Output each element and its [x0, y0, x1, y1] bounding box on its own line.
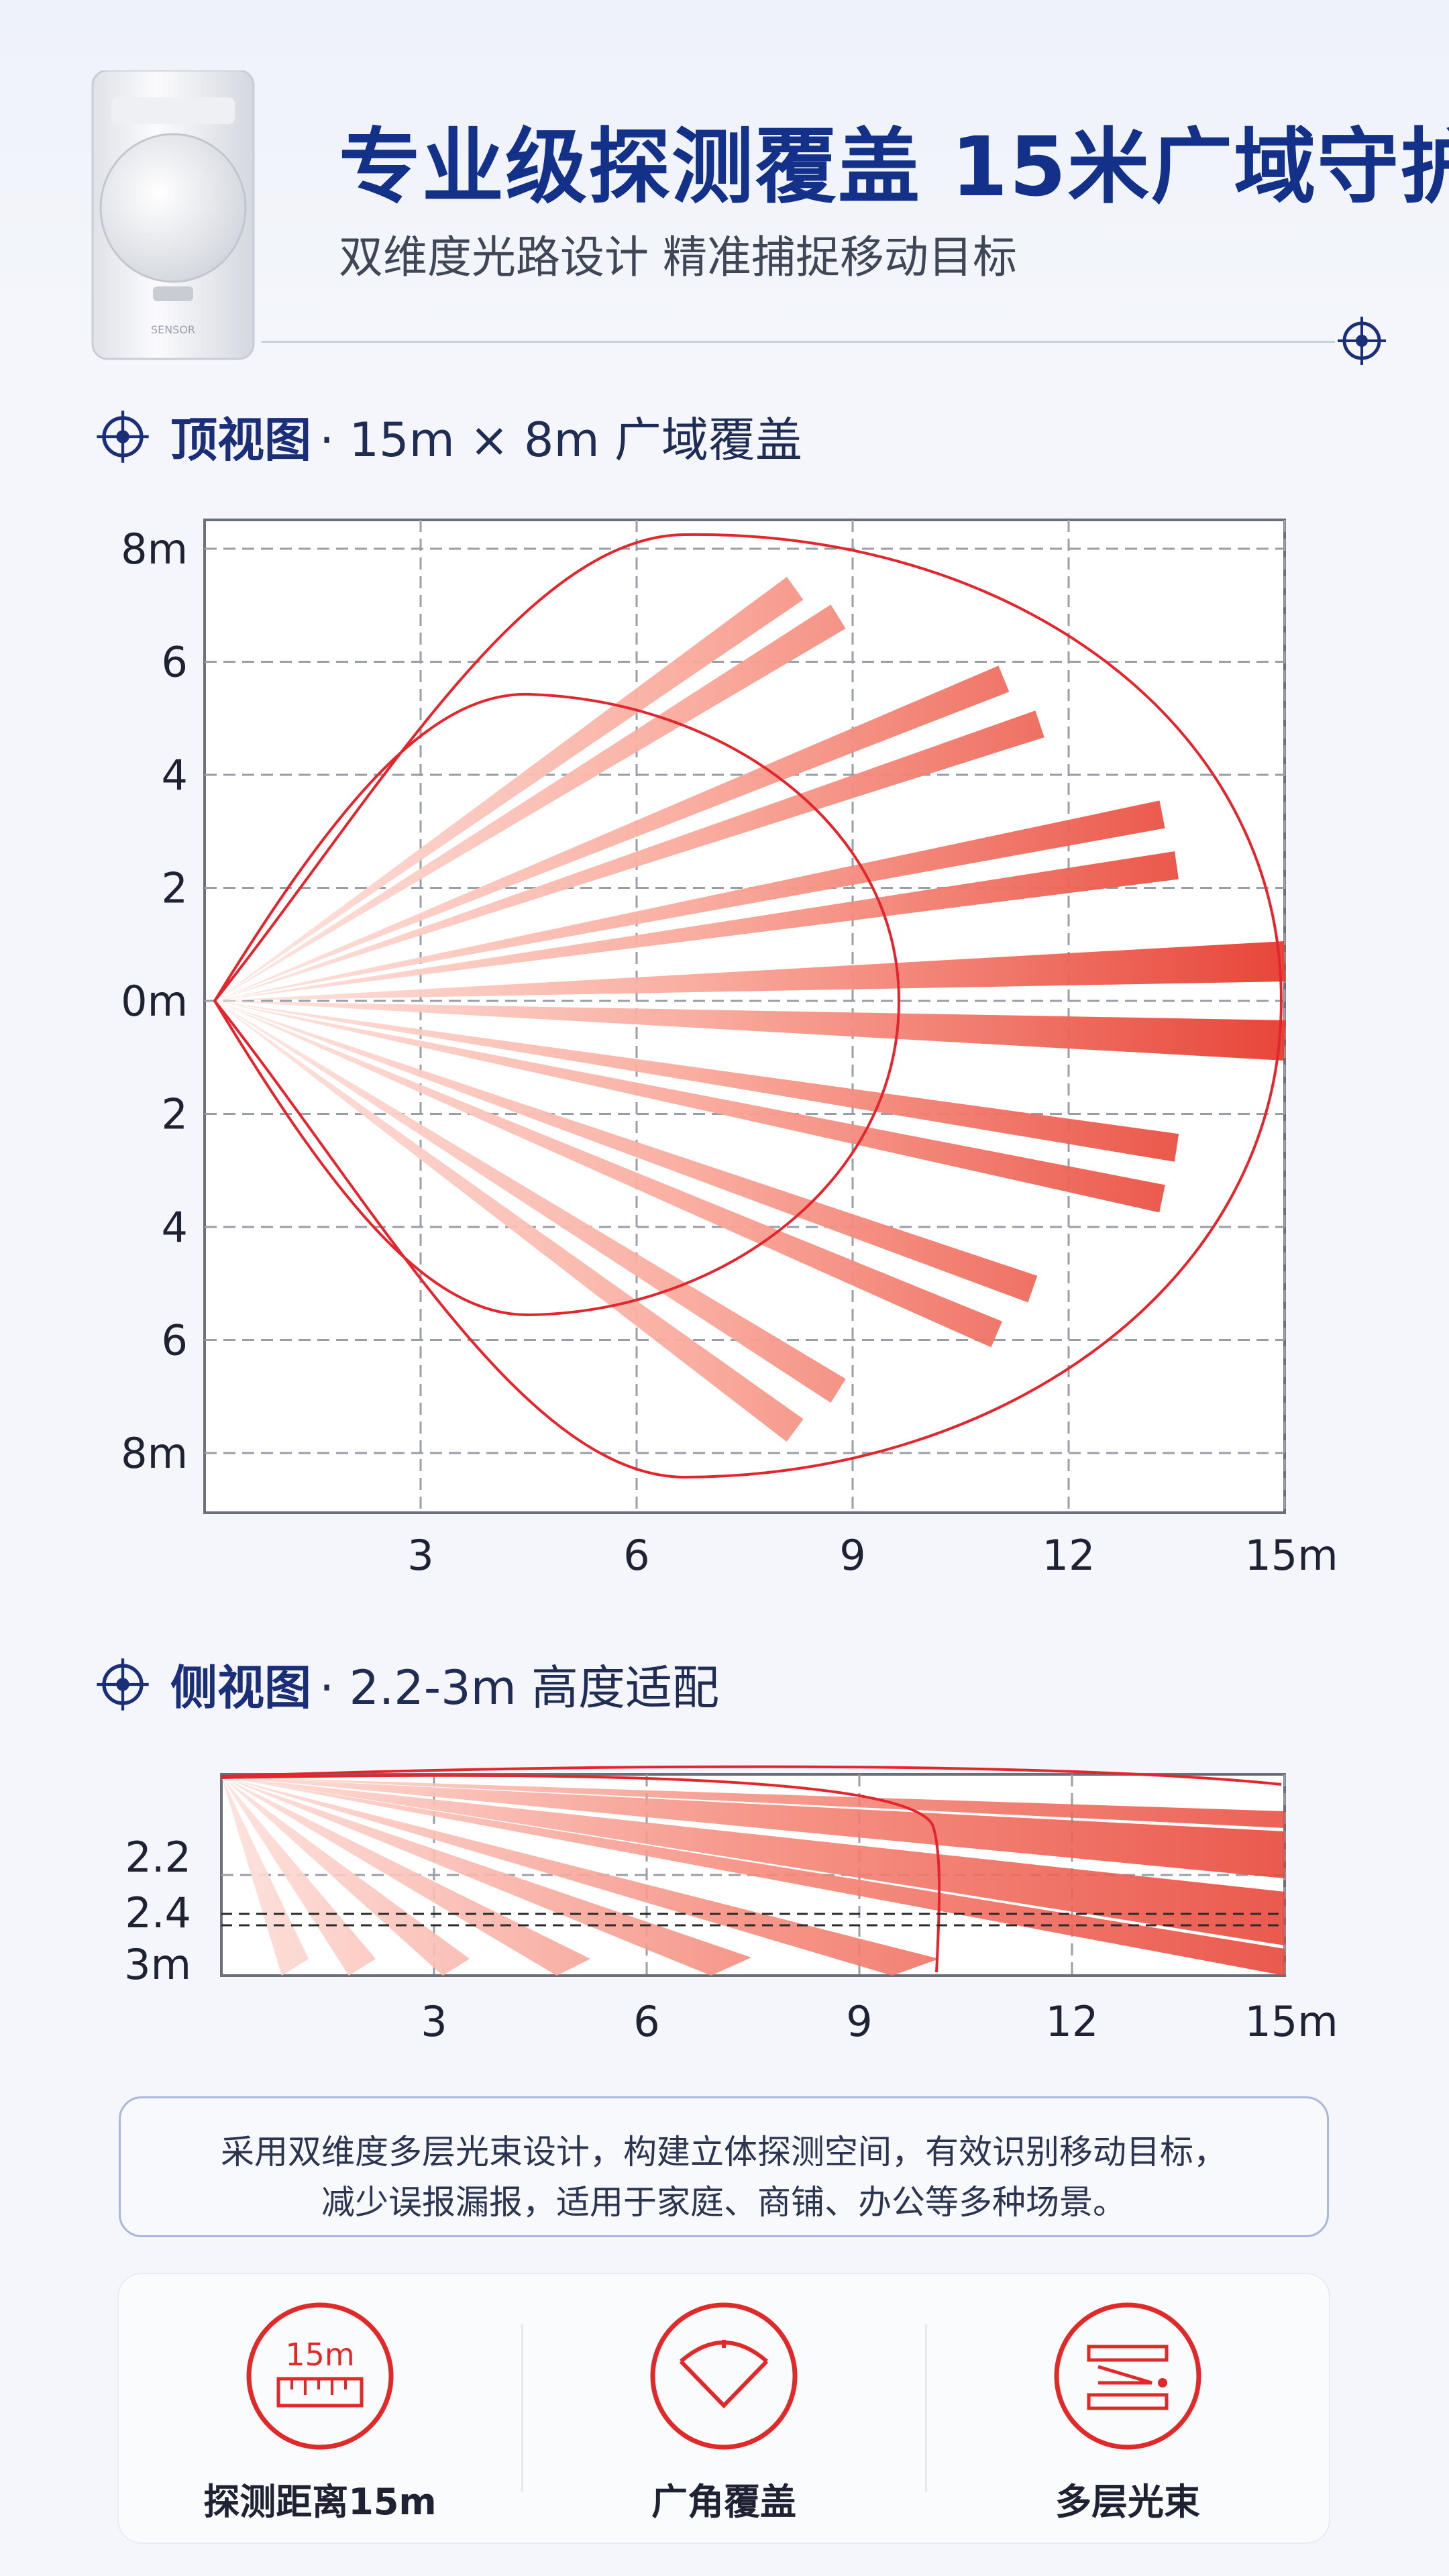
- detection-beam: [215, 576, 804, 1001]
- y-tick-label: 4: [162, 1203, 188, 1252]
- feature-divider: [925, 2324, 927, 2492]
- side-detection-beam: [221, 1776, 1285, 1878]
- side-view-x-ticks: 3 6 9 12 15m: [421, 1997, 1338, 2046]
- feature-range: 15m 探测距离15m: [119, 2274, 521, 2542]
- side-detection-beam: [221, 1776, 939, 1976]
- detection-beam: [215, 1001, 804, 1442]
- x-tick-label: 6: [633, 1997, 659, 2046]
- side-view-heading: 侧视图 · 2.2-3m 高度适配: [94, 1650, 719, 1718]
- detection-beam: [215, 1001, 846, 1403]
- y-tick-label: 3m: [124, 1940, 191, 1989]
- side-view-beams: [221, 1776, 1285, 1976]
- side-detection-beam: [221, 1776, 1285, 1945]
- side-inner-zone: [221, 1774, 941, 1973]
- detection-beam: [215, 1001, 1002, 1348]
- top-view-heading: 顶视图 · 15m × 8m 广域覆盖: [94, 402, 802, 470]
- feature-panel: 15m 探测距离15m 广角覆盖 多层光束: [119, 2274, 1329, 2542]
- feature-wide-angle-label: 广角覆盖: [651, 2481, 796, 2523]
- description-box: 采用双维度多层光束设计，构建立体探测空间，有效识别移动目标， 减少误报漏报，适用…: [119, 2096, 1329, 2237]
- side-view-title-rest: · 2.2-3m 高度适配: [319, 1660, 720, 1715]
- page-title: 专业级探测覆盖 15米广域守护: [339, 119, 1449, 215]
- side-detection-beam: [221, 1776, 751, 1976]
- header-divider: [262, 341, 1335, 343]
- y-tick-label: 6: [162, 638, 188, 687]
- ruler-icon: 15m: [246, 2302, 394, 2450]
- x-tick-label: 15m: [1244, 1997, 1338, 2046]
- top-view-beams: [215, 576, 1286, 1442]
- feature-multi-beam-label: 多层光束: [1055, 2481, 1200, 2523]
- target-icon: [1338, 317, 1386, 365]
- detection-beam: [215, 800, 1165, 1001]
- x-tick-label: 3: [407, 1531, 433, 1580]
- top-view-diagram: 8m 6 4 2 0m 2 4 6 8m 3 6 9 12 15m: [121, 519, 1338, 1580]
- detection-beam: [215, 1001, 1286, 1061]
- detection-beam: [215, 604, 846, 1001]
- y-tick-label: 2: [162, 864, 188, 913]
- y-tick-label: 2.4: [125, 1888, 191, 1937]
- y-tick-label: 6: [162, 1316, 188, 1365]
- x-tick-label: 15m: [1244, 1531, 1338, 1580]
- side-detection-beam: [221, 1776, 309, 1976]
- detection-beam: [215, 1001, 1038, 1303]
- x-tick-label: 9: [839, 1531, 865, 1580]
- detection-beam: [215, 941, 1286, 1001]
- detection-beam: [215, 665, 1010, 1001]
- side-detection-beam: [221, 1776, 376, 1976]
- y-tick-label: 8m: [121, 525, 188, 574]
- inner-coverage-zone: [213, 692, 901, 1317]
- description-line-2: 减少误报漏报，适用于家庭、商铺、办公等多种场景。: [321, 2183, 1126, 2222]
- detection-beam: [215, 1001, 1179, 1162]
- page-subtitle: 双维度光路设计 精准捕捉移动目标: [339, 231, 1017, 283]
- x-tick-label: 3: [421, 1997, 447, 2046]
- feature-multi-beam: 多层光束: [926, 2274, 1329, 2542]
- side-view-diagram: 2.2 2.43m 3 6 9 12 15m: [124, 1765, 1338, 2046]
- side-view-y-ticks: 2.2 2.43m: [124, 1833, 191, 1989]
- side-detection-beam: [221, 1776, 1285, 1828]
- product-label: SENSOR: [151, 323, 195, 336]
- detection-beam: [215, 851, 1179, 1001]
- x-tick-label: 9: [846, 1997, 872, 2046]
- top-view-x-ticks: 3 6 9 12 15m: [407, 1531, 1338, 1580]
- ruler-icon-text: 15m: [285, 2337, 354, 2373]
- y-tick-label: 0m: [121, 977, 188, 1026]
- feature-divider: [521, 2324, 523, 2492]
- wide-angle-icon: [650, 2302, 798, 2450]
- side-detection-beam: [221, 1776, 470, 1976]
- detection-beam: [215, 1001, 1165, 1213]
- side-detection-beam: [221, 1776, 590, 1976]
- side-view-title-bold: 侧视图: [170, 1660, 311, 1715]
- feature-wide-angle: 广角覆盖: [523, 2274, 925, 2542]
- y-tick-label: 2: [162, 1090, 188, 1139]
- target-icon: [97, 410, 149, 463]
- y-tick-label: 8m: [121, 1429, 188, 1478]
- top-view-y-ticks: 8m 6 4 2 0m 2 4 6 8m: [121, 525, 188, 1478]
- y-tick-label: 2.2: [125, 1833, 191, 1882]
- outer-coverage-zone: [213, 533, 1283, 1479]
- sensor-product-image: SENSOR: [91, 70, 255, 360]
- y-tick-label: 4: [162, 751, 188, 800]
- top-view-title-bold: 顶视图: [170, 413, 311, 468]
- detection-beam: [215, 710, 1044, 1001]
- x-tick-label: 6: [623, 1531, 649, 1580]
- x-tick-label: 12: [1046, 1997, 1099, 2046]
- feature-range-label: 探测距离15m: [203, 2481, 437, 2523]
- top-view-title-rest: · 15m × 8m 广域覆盖: [319, 413, 802, 468]
- description-line-1: 采用双维度多层光束设计，构建立体探测空间，有效识别移动目标，: [221, 2133, 1227, 2171]
- side-detection-beam: [221, 1776, 1285, 1976]
- multi-beam-icon: [1054, 2302, 1201, 2450]
- side-outer-zone: [221, 1765, 1282, 1786]
- x-tick-label: 12: [1042, 1531, 1095, 1580]
- target-icon: [97, 1658, 149, 1711]
